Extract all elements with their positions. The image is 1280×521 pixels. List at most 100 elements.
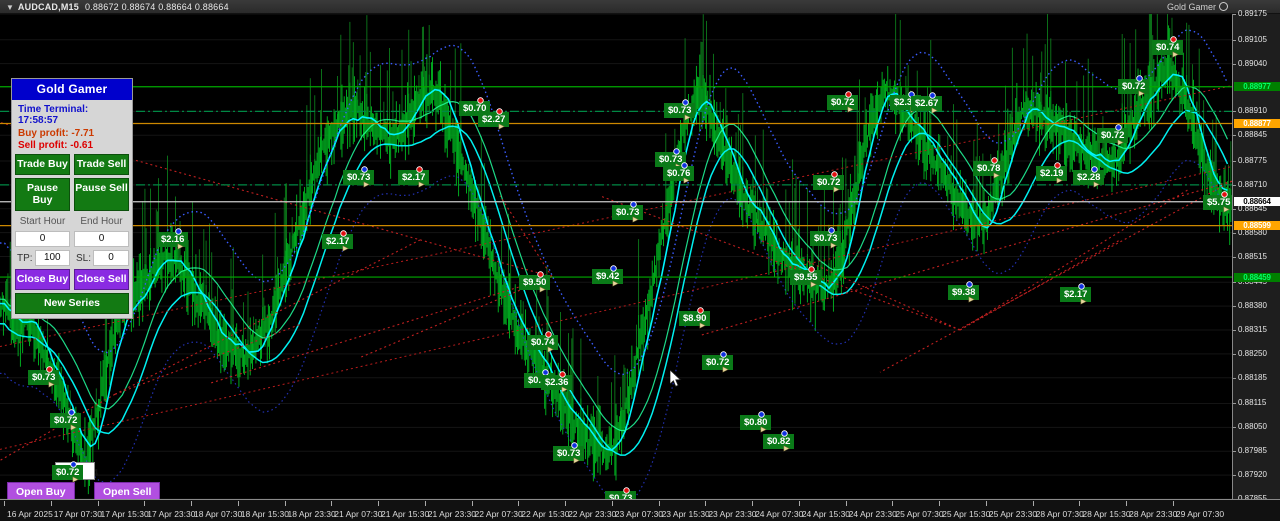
sell-marker-icon — [537, 271, 544, 278]
close-sell-button[interactable]: Close Sell — [74, 269, 129, 290]
price-tick-mark — [1233, 111, 1236, 113]
trade-profit-label: $9.38 — [948, 285, 980, 300]
buy-marker-icon — [70, 461, 77, 468]
sell-marker-icon — [477, 97, 484, 104]
time-tick-mark — [939, 501, 941, 506]
price-tick-label: 0.88910 — [1238, 106, 1267, 116]
end-hour-input[interactable]: 0 — [74, 231, 129, 247]
brand-text: Gold Gamer — [1166, 2, 1216, 12]
trade-profit-label: $0.72 — [702, 355, 734, 370]
trade-profit-label: $0.78 — [973, 161, 1005, 176]
tp-label: TP: — [17, 252, 33, 264]
time-tick-mark — [892, 501, 894, 506]
time-tick-label: 21 Apr 15:30 — [381, 509, 430, 519]
time-tick-mark — [1032, 501, 1034, 506]
price-tick-mark — [1233, 14, 1236, 15]
buy-marker-icon — [758, 411, 765, 418]
time-tick-label: 24 Apr 15:30 — [801, 509, 851, 519]
sl-label: SL: — [76, 252, 92, 264]
tp-input[interactable]: 100 — [34, 250, 70, 266]
signal-arrow-icon — [760, 426, 767, 433]
time-tick-mark — [97, 501, 99, 506]
price-chart-canvas[interactable] — [0, 14, 1232, 499]
time-tick-mark — [1079, 501, 1081, 506]
close-buy-button[interactable]: Close Buy — [15, 269, 70, 290]
signal-arrow-icon — [498, 123, 505, 130]
time-tick-label: 22 Apr 23:30 — [568, 509, 617, 519]
trade-profit-label: $2.19 — [1036, 166, 1068, 181]
signal-arrow-icon — [833, 186, 840, 193]
buy-marker-icon — [781, 430, 788, 437]
time-tick-mark — [798, 501, 800, 506]
signal-arrow-icon — [539, 286, 546, 293]
signal-arrow-icon — [1223, 206, 1230, 213]
signal-arrow-icon — [1138, 90, 1145, 97]
symbol-period-label: AUDCAD,M15 — [17, 2, 79, 12]
price-tick-mark — [1233, 256, 1236, 258]
buy-marker-icon — [175, 228, 182, 235]
buy-marker-icon — [610, 265, 617, 272]
time-tick-mark — [378, 501, 380, 506]
open-buy-button[interactable]: Open Buy — [7, 482, 75, 503]
time-tick-label: 22 Apr 07:30 — [474, 509, 523, 519]
signal-arrow-icon — [1117, 139, 1124, 146]
trade-profit-label: $2.28 — [1073, 170, 1105, 185]
time-tick-mark — [518, 501, 520, 506]
signal-arrow-icon — [547, 346, 554, 353]
signal-arrow-icon — [363, 181, 370, 188]
trade-profit-label: $9.50 — [519, 275, 551, 290]
buy-marker-icon — [966, 281, 973, 288]
time-tick-mark — [50, 501, 52, 506]
sell-marker-icon — [1054, 162, 1061, 169]
price-tick-mark — [1233, 427, 1236, 429]
signal-arrow-icon — [830, 242, 837, 249]
smiley-icon — [1219, 2, 1228, 11]
time-tick-mark — [705, 501, 707, 506]
sell-marker-icon — [46, 366, 53, 373]
buy-marker-icon — [1136, 75, 1143, 82]
price-tick-label: 0.88050 — [1238, 422, 1267, 432]
buy-marker-icon — [571, 442, 578, 449]
price-level-tag-green: 0.88977 — [1234, 82, 1280, 92]
trade-profit-label: $0.72 — [50, 413, 82, 428]
signal-arrow-icon — [632, 216, 639, 223]
time-axis[interactable]: 16 Apr 2025 17 Apr 07:30 17 Apr 15:30 17 Ap… — [0, 499, 1280, 521]
time-tick-mark — [144, 501, 146, 506]
buy-marker-icon — [929, 92, 936, 99]
sell-marker-icon — [991, 157, 998, 164]
signal-arrow-icon — [612, 280, 619, 287]
signal-arrow-icon — [931, 107, 938, 114]
price-tick-label: 0.88645 — [1238, 203, 1267, 213]
trade-sell-button[interactable]: Trade Sell — [74, 154, 129, 175]
sl-input[interactable]: 0 — [93, 250, 129, 266]
trade-profit-label: $0.76 — [663, 166, 695, 181]
time-tick-label: 21 Apr 07:30 — [334, 509, 383, 519]
price-axis[interactable]: 0.89175 0.89105 0.89040 0.88910 0.88845 0.887… — [1232, 10, 1280, 503]
chart-svg — [0, 14, 1232, 499]
buy-marker-icon — [1091, 166, 1098, 173]
signal-arrow-icon — [573, 457, 580, 464]
pause-buy-button[interactable]: Pause Buy — [15, 178, 70, 211]
trade-buy-button[interactable]: Trade Buy — [15, 154, 70, 175]
price-tick-mark — [1233, 403, 1236, 405]
time-tick-mark — [752, 501, 754, 506]
trade-profit-label: $2.27 — [478, 112, 510, 127]
trade-profit-label: $0.72 — [52, 465, 84, 480]
signal-arrow-icon — [722, 366, 729, 373]
price-level-tag-ask: 0.88877 — [1234, 118, 1280, 128]
price-tick-label: 0.88710 — [1238, 179, 1267, 189]
price-tick-label: 0.88515 — [1238, 251, 1267, 261]
buy-marker-icon — [630, 201, 637, 208]
start-hour-input[interactable]: 0 — [15, 231, 70, 247]
trade-profit-label: $0.73 — [343, 170, 375, 185]
price-tick-mark — [1233, 39, 1236, 41]
ea-control-panel[interactable]: Gold Gamer Time Terminal: 17:58:57 Buy p… — [11, 78, 133, 319]
triangle-down-icon[interactable]: ▼ — [6, 3, 14, 12]
buy-profit-label: Buy profit: -7.71 — [18, 128, 95, 139]
pause-sell-button[interactable]: Pause Sell — [74, 178, 129, 211]
sell-marker-icon — [623, 487, 630, 494]
price-tick-label: 0.89105 — [1238, 34, 1267, 44]
price-tick-label: 0.88185 — [1238, 372, 1267, 382]
new-series-button[interactable]: New Series — [15, 293, 129, 314]
time-tick-mark — [658, 501, 660, 506]
